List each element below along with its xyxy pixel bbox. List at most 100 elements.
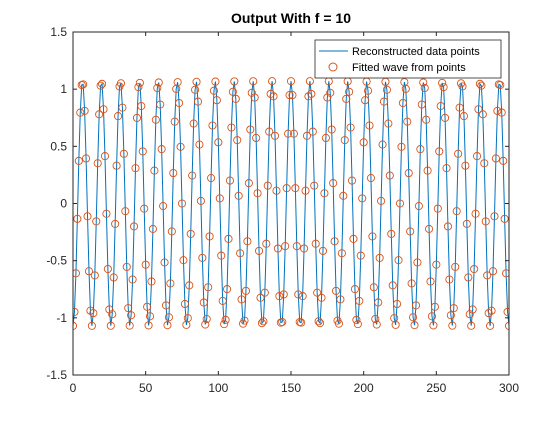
data-point-fitted bbox=[342, 94, 351, 103]
data-point-fitted bbox=[128, 275, 137, 284]
y-tick-label: 0.5 bbox=[50, 139, 67, 153]
data-point-fitted bbox=[137, 102, 146, 111]
data-point-fitted bbox=[204, 283, 213, 292]
data-point-fitted bbox=[374, 298, 383, 307]
data-point-fitted bbox=[129, 222, 139, 231]
data-point-fitted bbox=[154, 78, 163, 87]
data-point-fitted bbox=[188, 171, 197, 180]
data-point-fitted bbox=[102, 209, 111, 218]
y-tick-label: 1 bbox=[60, 82, 67, 96]
data-point-fitted bbox=[464, 273, 473, 282]
data-point-fitted bbox=[474, 105, 483, 114]
data-point-fitted bbox=[356, 251, 365, 260]
data-point-fitted bbox=[368, 232, 377, 241]
data-point-fitted bbox=[151, 115, 160, 124]
data-point-fitted bbox=[329, 179, 338, 188]
data-point-fitted bbox=[124, 304, 133, 313]
data-point-fitted bbox=[100, 152, 110, 161]
data-point-fitted bbox=[300, 244, 309, 253]
data-point-fitted bbox=[233, 136, 242, 145]
data-point-fitted bbox=[74, 156, 83, 165]
data-point-fitted bbox=[186, 229, 195, 238]
data-point-fitted bbox=[234, 191, 243, 200]
data-point-fitted bbox=[105, 305, 114, 314]
data-point-fitted bbox=[266, 89, 275, 98]
data-point-fitted bbox=[371, 314, 380, 324]
data-point-fitted bbox=[395, 199, 405, 208]
data-point-fitted bbox=[313, 288, 322, 297]
data-point-fitted bbox=[164, 313, 173, 322]
data-point-fitted bbox=[160, 258, 169, 267]
data-point-fitted bbox=[150, 166, 159, 175]
data-point-fitted bbox=[435, 147, 444, 156]
data-point-fitted bbox=[111, 219, 120, 228]
data-point-fitted bbox=[503, 307, 509, 316]
data-point-fitted bbox=[472, 152, 482, 161]
data-point-fitted bbox=[220, 320, 229, 329]
data-point-fitted bbox=[281, 242, 290, 251]
data-point-fitted bbox=[90, 271, 99, 280]
data-point-fitted bbox=[268, 77, 277, 86]
data-point-fitted bbox=[467, 321, 476, 330]
data-point-fitted bbox=[109, 273, 118, 282]
data-point-fitted bbox=[304, 92, 313, 101]
x-tick-label: 100 bbox=[208, 381, 228, 395]
data-point-fitted bbox=[252, 133, 261, 142]
data-point-fitted bbox=[297, 318, 306, 327]
data-point-fitted bbox=[422, 115, 431, 124]
data-point-fitted bbox=[363, 86, 373, 95]
data-point-fitted bbox=[189, 119, 198, 128]
data-point-fitted bbox=[173, 78, 182, 87]
data-point-fitted bbox=[361, 96, 370, 105]
data-point-fitted bbox=[454, 149, 463, 158]
y-tick-label: 1.5 bbox=[50, 25, 67, 39]
data-point-fitted bbox=[84, 267, 94, 276]
data-point-fitted bbox=[398, 98, 407, 108]
data-point-fitted bbox=[414, 202, 423, 211]
data-point-fitted bbox=[230, 77, 239, 86]
data-point-fitted bbox=[254, 246, 264, 255]
data-point-fitted bbox=[359, 138, 368, 147]
data-point-fitted bbox=[157, 145, 166, 154]
data-point-fitted bbox=[167, 227, 176, 236]
data-point-fitted bbox=[321, 133, 330, 142]
y-axis: -1.5 -1 -0.5 0 0.5 1 1.5 bbox=[46, 25, 509, 382]
data-point-fitted bbox=[417, 100, 426, 109]
data-point-fitted bbox=[391, 320, 400, 329]
data-point-fitted bbox=[377, 196, 386, 205]
data-point-fitted bbox=[228, 87, 237, 96]
data-point-fitted bbox=[471, 209, 480, 218]
data-point-fitted bbox=[487, 306, 496, 315]
chart-title: Output With f = 10 bbox=[231, 10, 351, 26]
data-point-fitted bbox=[468, 305, 477, 314]
series-layer bbox=[73, 77, 509, 330]
data-point-fitted bbox=[98, 79, 107, 88]
data-point-fitted bbox=[218, 296, 227, 305]
data-point-fitted bbox=[488, 267, 498, 276]
data-point-fitted bbox=[80, 106, 89, 115]
data-point-fitted bbox=[490, 212, 499, 221]
data-point-fitted bbox=[375, 253, 384, 262]
data-point-fitted bbox=[439, 83, 448, 92]
data-point-fitted bbox=[116, 79, 126, 88]
data-point-fitted bbox=[140, 204, 149, 213]
data-point-fitted bbox=[462, 219, 471, 228]
data-point-fitted bbox=[221, 315, 230, 324]
data-point-fitted bbox=[326, 88, 335, 97]
data-point-fitted bbox=[445, 275, 454, 284]
y-tick-label: 0 bbox=[60, 197, 67, 211]
y-tick-label: -1 bbox=[56, 311, 67, 325]
legend-marker-sample bbox=[328, 62, 338, 72]
data-point-fitted bbox=[127, 311, 136, 320]
data-point-fitted bbox=[163, 321, 172, 330]
data-point-fitted bbox=[237, 295, 246, 304]
data-point-fitted bbox=[247, 88, 256, 97]
data-point-fitted bbox=[118, 103, 127, 112]
data-point-fitted bbox=[493, 106, 502, 115]
data-point-fitted bbox=[214, 138, 223, 147]
data-point-fitted bbox=[382, 85, 391, 94]
data-point-fitted bbox=[96, 81, 105, 90]
data-point-fitted bbox=[273, 244, 282, 253]
data-point-fitted bbox=[269, 92, 278, 101]
data-point-fitted bbox=[89, 309, 98, 318]
